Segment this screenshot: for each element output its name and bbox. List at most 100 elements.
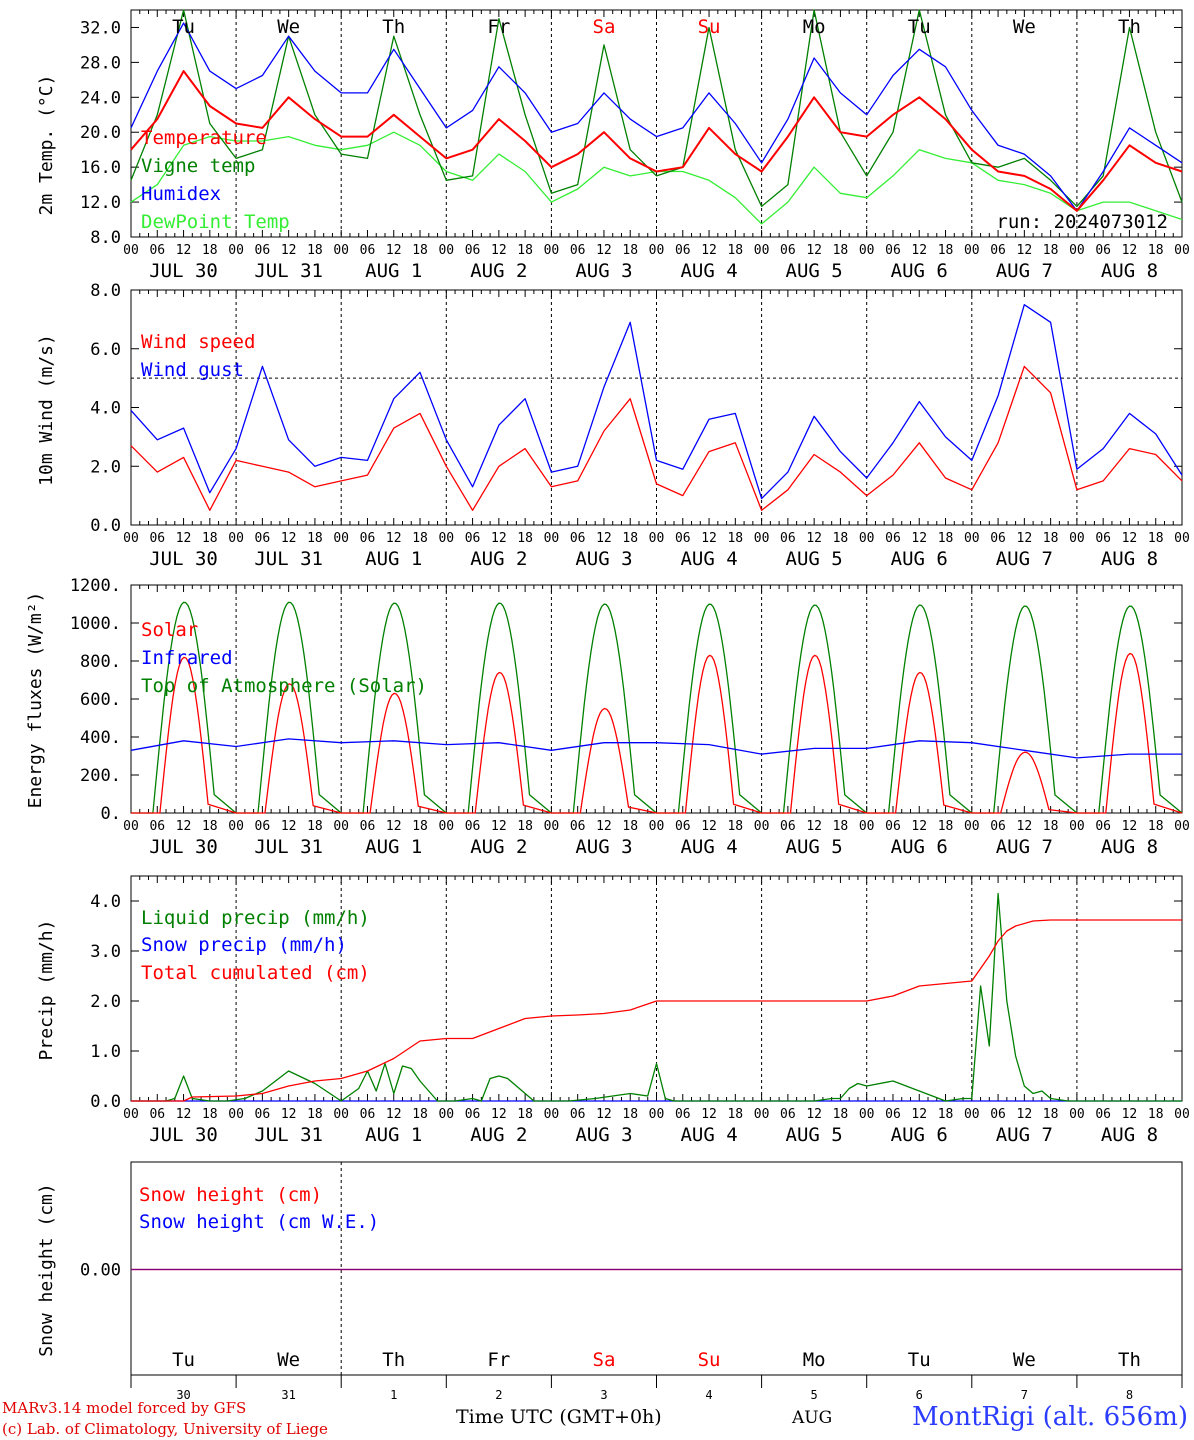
temperature-hour-tick-label: 18	[517, 243, 533, 258]
energy-date-label: AUG 3	[575, 836, 632, 858]
station-label: MontRigi (alt. 656m)	[912, 1402, 1188, 1432]
top-weekday-label: Tu	[172, 16, 195, 38]
bottom-weekday-label: Fr	[487, 1349, 510, 1371]
temperature-date-label: JUL 30	[149, 260, 218, 282]
wind-date-label: AUG 5	[786, 548, 843, 570]
precip-series-liquid-precip-mm-h	[131, 892, 1182, 1102]
bottom-day-number: 30	[176, 1388, 190, 1402]
temperature-hour-tick-label: 18	[833, 243, 849, 258]
snow-y-axis-label: Snow height (cm)	[36, 1183, 57, 1356]
top-weekday-label: We	[277, 16, 300, 38]
precip-hour-tick-label: 00	[859, 1107, 875, 1122]
temperature-hour-tick-label: 00	[123, 243, 139, 258]
wind-hour-tick-label: 00	[544, 531, 560, 546]
bottom-day-number: 5	[811, 1388, 818, 1402]
energy-hour-tick-label: 06	[780, 819, 796, 834]
energy-hour-tick-label: 12	[596, 819, 612, 834]
wind-y-tick-label: 2.0	[90, 457, 121, 477]
energy-hour-tick-label: 06	[255, 819, 271, 834]
temperature-date-label: AUG 7	[996, 260, 1053, 282]
wind-hour-tick-label: 12	[596, 531, 612, 546]
wind-hour-tick-label: 06	[149, 531, 165, 546]
precip-hour-tick-label: 06	[675, 1107, 691, 1122]
wind-date-label: JUL 30	[149, 548, 218, 570]
wind-legend-label: Wind gust	[141, 359, 244, 381]
bottom-day-number: 2	[495, 1388, 502, 1402]
precip-hour-tick-label: 00	[438, 1107, 454, 1122]
precip-hour-tick-label: 06	[780, 1107, 796, 1122]
top-weekday-label: Sa	[593, 16, 616, 38]
energy-hour-tick-label: 06	[465, 819, 481, 834]
energy-hour-tick-label: 18	[517, 819, 533, 834]
energy-hour-tick-label: 00	[1174, 819, 1190, 834]
bottom-weekday-label: Mo	[803, 1349, 826, 1371]
bottom-day-number: 31	[281, 1388, 295, 1402]
temperature-hour-tick-label: 18	[1148, 243, 1164, 258]
precip-legend-label: Liquid precip (mm/h)	[141, 907, 370, 929]
precip-hour-tick-label: 12	[911, 1107, 927, 1122]
wind-date-label: AUG 6	[891, 548, 948, 570]
energy-hour-tick-label: 06	[1095, 819, 1111, 834]
wind-date-label: AUG 3	[575, 548, 632, 570]
precip-hour-tick-label: 00	[964, 1107, 980, 1122]
energy-hour-tick-label: 12	[281, 819, 297, 834]
energy-date-label: AUG 8	[1101, 836, 1158, 858]
precip-hour-tick-label: 18	[727, 1107, 743, 1122]
temperature-series-temperature	[130, 70, 1183, 212]
energy-hour-tick-label: 18	[622, 819, 638, 834]
temperature-hour-tick-label: 18	[307, 243, 323, 258]
energy-hour-tick-label: 18	[307, 819, 323, 834]
wind-hour-tick-label: 12	[386, 531, 402, 546]
precip-date-label: AUG 6	[891, 1124, 948, 1146]
wind-hour-tick-label: 00	[859, 531, 875, 546]
x-axis-title: Time UTC (GMT+0h)	[456, 1406, 662, 1428]
energy-date-label: AUG 1	[365, 836, 422, 858]
energy-hour-tick-label: 06	[885, 819, 901, 834]
precip-y-axis-label: Precip (mm/h)	[36, 920, 57, 1061]
wind-hour-tick-label: 18	[1148, 531, 1164, 546]
temperature-hour-tick-label: 06	[149, 243, 165, 258]
wind-hour-tick-label: 18	[202, 531, 218, 546]
wind-date-label: AUG 8	[1101, 548, 1158, 570]
wind-series-wind-speed	[130, 365, 1183, 511]
wind-hour-tick-label: 00	[1069, 531, 1085, 546]
temperature-hour-tick-label: 06	[360, 243, 376, 258]
wind-hour-tick-label: 06	[990, 531, 1006, 546]
energy-y-tick-label: 1000.	[70, 614, 121, 634]
energy-hour-tick-label: 12	[806, 819, 822, 834]
temperature-y-tick-label: 8.0	[90, 228, 121, 248]
temperature-hour-tick-label: 06	[570, 243, 586, 258]
wind-hour-tick-label: 00	[333, 531, 349, 546]
temperature-date-label: AUG 6	[891, 260, 948, 282]
wind-hour-tick-label: 18	[833, 531, 849, 546]
top-weekday-label: Tu	[908, 16, 931, 38]
wind-hour-tick-label: 18	[307, 531, 323, 546]
energy-hour-tick-label: 12	[911, 819, 927, 834]
top-weekday-label: Th	[382, 16, 405, 38]
energy-y-tick-label: 400.	[80, 728, 121, 748]
precip-hour-tick-label: 00	[649, 1107, 665, 1122]
bottom-weekday-label: Th	[1118, 1349, 1141, 1371]
temperature-hour-tick-label: 12	[176, 243, 192, 258]
energy-legend-label: Infrared	[141, 647, 233, 669]
wind-hour-tick-label: 00	[228, 531, 244, 546]
energy-hour-tick-label: 18	[727, 819, 743, 834]
wind-y-tick-label: 0.0	[90, 516, 121, 536]
temperature-y-tick-label: 16.0	[80, 158, 121, 178]
top-weekday-label: Th	[1118, 16, 1141, 38]
energy-hour-tick-label: 12	[1122, 819, 1138, 834]
energy-date-label: AUG 2	[470, 836, 527, 858]
bottom-day-number: 1	[390, 1388, 397, 1402]
wind-date-label: AUG 7	[996, 548, 1053, 570]
bottom-weekday-label: Th	[382, 1349, 405, 1371]
bottom-weekday-label: We	[277, 1349, 300, 1371]
temperature-hour-tick-label: 06	[1095, 243, 1111, 258]
energy-hour-tick-label: 00	[1069, 819, 1085, 834]
temperature-date-label: AUG 5	[786, 260, 843, 282]
temperature-hour-tick-label: 06	[885, 243, 901, 258]
temperature-hour-tick-label: 12	[1017, 243, 1033, 258]
wind-hour-tick-label: 00	[1174, 531, 1190, 546]
energy-hour-tick-label: 06	[360, 819, 376, 834]
wind-hour-tick-label: 12	[491, 531, 507, 546]
temperature-hour-tick-label: 00	[544, 243, 560, 258]
